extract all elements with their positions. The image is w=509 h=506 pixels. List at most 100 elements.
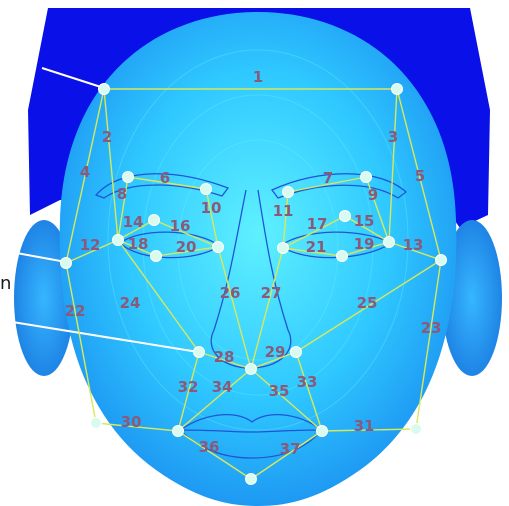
segment-label-15: 15 [354,212,375,230]
segment-label-6: 6 [160,169,170,187]
segment-line-20 [155,246,219,257]
segment-label-7: 7 [323,169,333,187]
segment-label-27: 27 [261,284,282,302]
pointer-lines [0,67,199,353]
segment-line-29 [250,351,297,370]
segment-label-5: 5 [415,167,425,185]
segment-line-5 [396,88,442,261]
segment-label-30: 30 [121,413,142,431]
landmark-point [90,417,102,429]
pointer-line-bottom [0,319,199,353]
pointer-line-top [41,67,105,89]
segment-label-11: 11 [273,202,294,220]
segment-line-9 [365,176,390,243]
landmark-point [245,473,257,485]
segment-label-12: 12 [80,236,101,254]
landmark-point [360,171,372,183]
segment-line-13 [388,241,442,261]
segment-line-31 [321,428,417,432]
segment-line-4 [65,88,105,264]
segment-line-10 [205,188,219,248]
landmark-point [277,242,289,254]
segment-label-28: 28 [214,348,235,366]
segment-line-22 [65,262,97,424]
segment-label-14: 14 [123,213,144,231]
segment-line-24 [117,239,200,353]
segment-label-4: 4 [80,163,90,181]
segment-line-17 [282,215,346,249]
segment-line-28 [198,351,252,370]
pointer-line-middle [0,249,67,263]
segment-line-16 [153,219,219,248]
left-ear [14,220,74,376]
segment-label-24: 24 [120,294,141,312]
right-eyebrow [270,173,408,199]
landmark-point [150,250,162,262]
landmark-point [391,83,403,95]
landmark-point [98,83,110,95]
landmark-point [193,346,205,358]
landmark-point [290,346,302,358]
landmark-point [60,257,72,269]
segment-line-3 [388,88,398,243]
landmark-point [112,234,124,246]
landmark-segments [65,88,442,480]
segment-line-6 [127,176,207,190]
segment-label-29: 29 [265,343,286,361]
segment-label-18: 18 [128,235,149,253]
landmark-point [435,254,447,266]
segment-label-31: 31 [354,417,375,435]
segment-label-36: 36 [199,438,220,456]
segment-label-17: 17 [307,215,328,233]
landmark-point [122,171,134,183]
landmark-point [383,236,395,248]
segment-label-23: 23 [421,319,442,337]
landmark-points [60,83,447,485]
landmark-point [245,363,257,375]
segment-line-37 [250,430,323,480]
segment-label-22: 22 [65,302,86,320]
segment-label-37: 37 [280,440,301,458]
segment-line-19 [341,241,390,257]
segment-line-21 [282,247,343,257]
face-shape [59,12,457,506]
segment-label-35: 35 [269,382,290,400]
segment-line-12 [65,239,119,264]
landmark-point [172,425,184,437]
segment-line-25 [295,259,442,353]
segment-line-7 [287,176,367,193]
segment-label-33: 33 [297,373,318,391]
segment-label-34: 34 [212,378,233,396]
segment-label-32: 32 [178,378,199,396]
segment-label-2: 2 [102,128,112,146]
segment-label-1: 1 [253,68,263,86]
segment-line-18 [117,239,157,257]
cut-off-text: n [0,273,11,294]
segment-line-8 [117,176,129,241]
segment-label-3: 3 [388,128,398,146]
landmark-point [316,425,328,437]
landmark-point [148,214,160,226]
segment-line-36 [177,430,252,480]
segment-line-33 [295,351,323,432]
segment-label-26: 26 [220,284,241,302]
landmark-point [200,183,212,195]
segment-label-13: 13 [403,236,424,254]
segment-line-23 [415,259,442,430]
segment-line-27 [250,247,284,370]
segment-line-34 [177,368,252,432]
landmark-point [336,250,348,262]
segment-label-21: 21 [306,238,327,256]
segment-label-9: 9 [368,186,378,204]
segment-line-11 [282,191,289,249]
landmark-point [282,186,294,198]
segment-label-25: 25 [357,294,378,312]
segment-label-8: 8 [117,185,127,203]
segment-line-35 [250,368,323,432]
segment-line-2 [103,88,119,241]
landmark-point [410,423,422,435]
segment-line-26 [217,246,252,370]
segment-label-16: 16 [170,217,191,235]
